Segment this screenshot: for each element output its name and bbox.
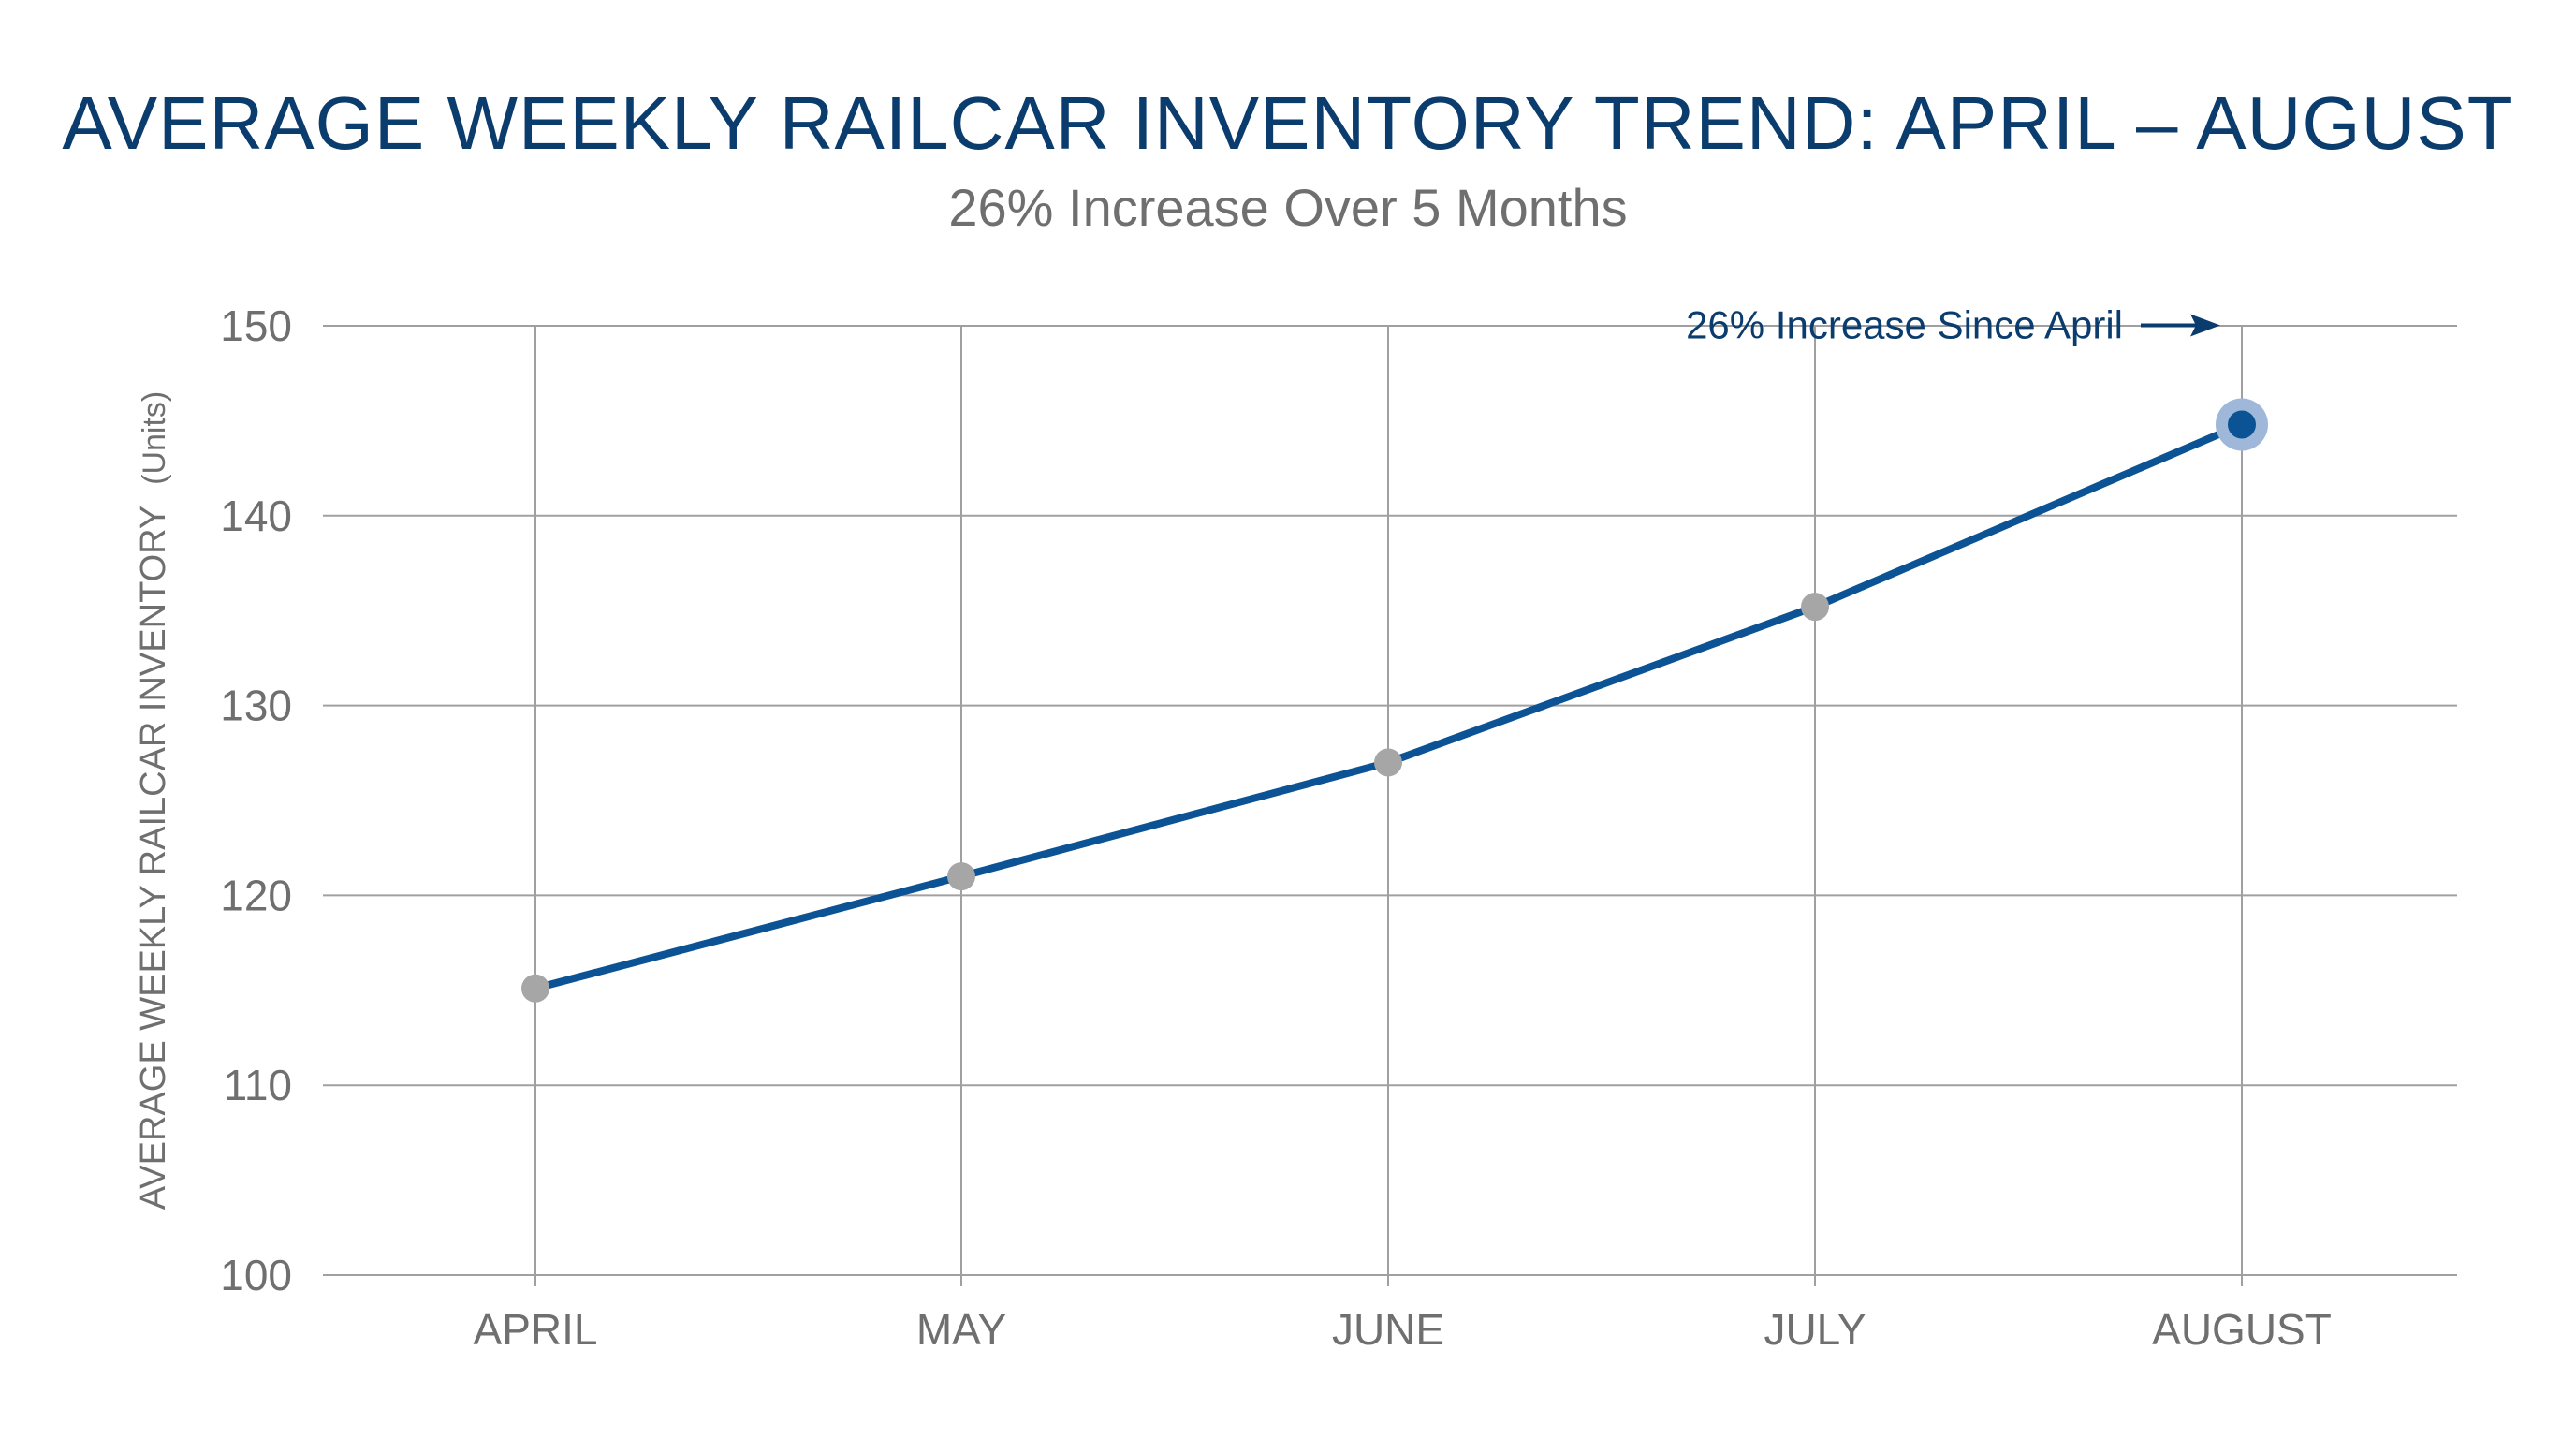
- data-point-highlight: [2228, 410, 2256, 439]
- y-axis-label: AVERAGE WEEKLY RAILCAR INVENTORY (Units): [134, 391, 173, 1210]
- series-line-group: [521, 398, 2268, 1003]
- x-tick-label: AUGUST: [2152, 1305, 2332, 1354]
- x-tick-label: JULY: [1764, 1305, 1866, 1354]
- data-point: [1374, 748, 1402, 777]
- y-tick-label: 120: [220, 871, 292, 919]
- y-axis-label-unit: (Units): [137, 391, 172, 485]
- annotation-arrowhead-icon: [2190, 314, 2220, 337]
- x-tick-label: JUNE: [1332, 1305, 1444, 1354]
- y-tick-label: 150: [220, 301, 292, 350]
- y-tick-label: 100: [220, 1251, 292, 1299]
- y-tick-label: 110: [224, 1061, 292, 1109]
- data-point: [521, 974, 549, 1003]
- y-tick-label: 130: [220, 682, 292, 730]
- chart-subtitle: 26% Increase Over 5 Months: [948, 178, 1628, 237]
- data-point: [947, 862, 975, 891]
- data-point: [1801, 593, 1829, 622]
- x-tick-label: MAY: [916, 1305, 1006, 1354]
- x-tick-labels: APRIL MAY JUNE JULY AUGUST: [474, 1305, 2332, 1354]
- annotation: 26% Increase Since April: [1686, 302, 2220, 346]
- chart-title: AVERAGE WEEKLY RAILCAR INVENTORY TREND: …: [62, 81, 2514, 165]
- y-axis-label-text: AVERAGE WEEKLY RAILCAR INVENTORY: [134, 506, 173, 1210]
- x-tick-label: APRIL: [474, 1305, 598, 1354]
- grid-lines: [323, 325, 2457, 1286]
- y-tick-labels: 100 110 120 130 140 150: [220, 301, 292, 1299]
- annotation-text: 26% Increase Since April: [1686, 302, 2123, 346]
- y-tick-label: 140: [220, 492, 292, 540]
